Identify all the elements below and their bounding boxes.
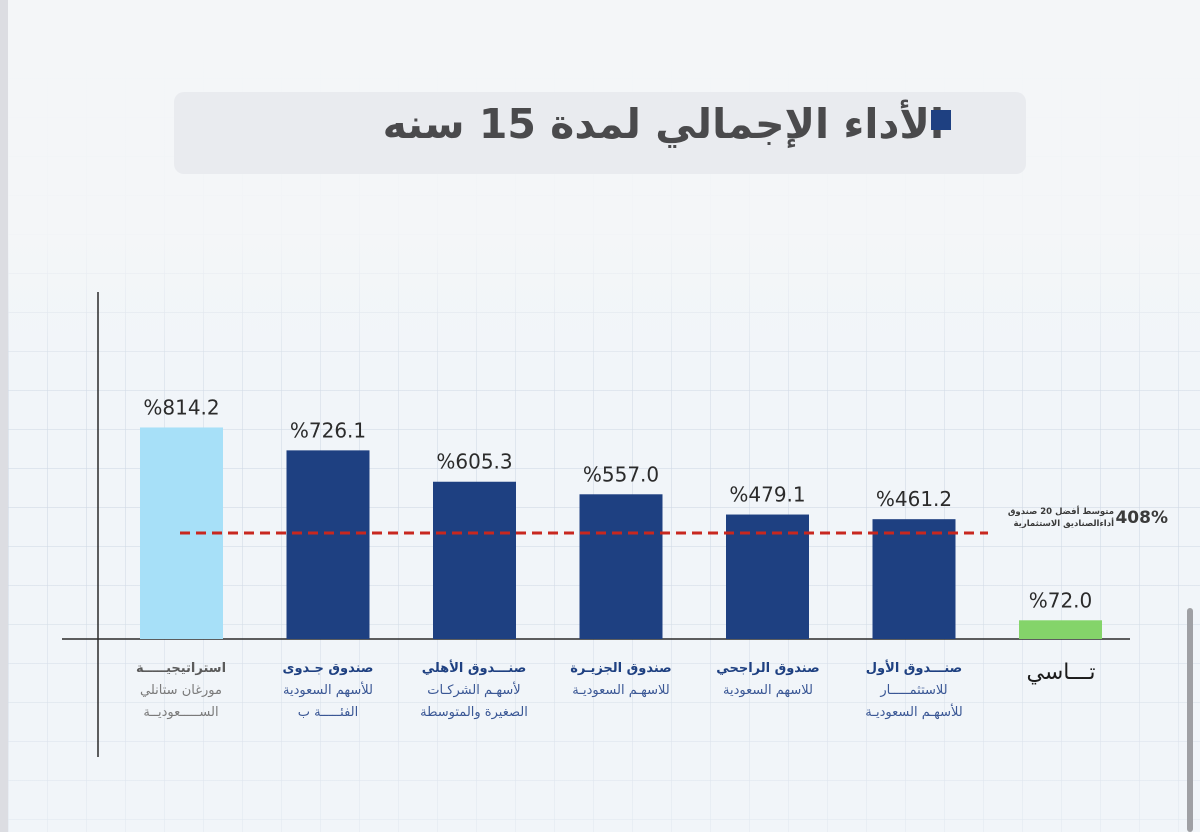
- average-label-line-1: متوسط أفضل 20 صندوق: [1007, 507, 1114, 517]
- value-label-alahli: %605.3: [436, 450, 512, 474]
- value-labels-layer: %814.2 %726.1 %605.3 %557.0 %479.1 %461.2 %72.…: [143, 395, 1092, 612]
- category-line-2: للأسهم السعودية: [283, 683, 373, 698]
- category-line-3: الســـــعوديــة: [143, 705, 219, 720]
- value-label-aljazira: %557.0: [583, 462, 659, 486]
- category-label-tasi: تـــاسي: [988, 658, 1134, 688]
- category-line-3: الفئـــــة ب: [297, 705, 359, 720]
- bar-jadwa: [286, 450, 370, 639]
- category-label-alawwal: صنـــدوق الأول للاستثمـــــار للأسهـم ال…: [841, 658, 987, 724]
- category-label-strategy: استراتيجيـــــة مورغان ستانلي الســـــعو…: [108, 658, 254, 724]
- category-line-2: لأسهـم الشركـات: [427, 683, 521, 698]
- category-line-1: صندوق الراجحي: [716, 661, 820, 676]
- category-line-1: صندوق الجزيـرة: [570, 661, 672, 676]
- category-line-1: صنـــدوق الأول: [865, 661, 963, 676]
- category-line-3: للأسهـم السعوديـة: [865, 705, 963, 720]
- category-label-alahli: صنـــدوق الأهلي لأسهـم الشركـات الصغيرة …: [401, 658, 547, 724]
- category-label-jadwa: صندوق جـدوى للأسهم السعودية الفئـــــة ب: [255, 658, 401, 724]
- average-annotation: 408% متوسط أفضل 20 صندوق أداءالصناديق ال…: [990, 503, 1176, 535]
- category-line-1: تـــاسي: [1026, 660, 1096, 685]
- category-line-1: استراتيجيـــــة: [135, 661, 227, 676]
- page-title: الأداء الإجمالي لمدة 15 سنه: [382, 100, 944, 148]
- bar-alawwal: [872, 519, 956, 639]
- average-label-line-2: أداءالصناديق الاستثمارية: [1013, 519, 1114, 529]
- left-edge-strip: [0, 0, 8, 832]
- value-label-jadwa: %726.1: [290, 418, 366, 442]
- value-label-alrajhi: %479.1: [729, 483, 805, 507]
- value-label-alawwal: %461.2: [876, 487, 952, 511]
- category-label-alrajhi: صندوق الراجحي للاسهم السعودية: [695, 658, 841, 702]
- value-label-strategy: %814.2: [143, 395, 219, 419]
- bars-layer: [140, 427, 1102, 639]
- category-line-3: الصغيرة والمتوسطة: [420, 705, 528, 720]
- category-line-2: للاسهـم السعوديـة: [572, 683, 670, 698]
- category-line-2: للاستثمـــــار: [880, 683, 948, 698]
- bar-alahli: [433, 481, 516, 639]
- value-label-tasi: %72.0: [1029, 588, 1093, 612]
- category-line-2: للاسهم السعودية: [723, 683, 813, 698]
- bar-alrajhi: [726, 514, 809, 639]
- bar-tasi: [1019, 620, 1102, 639]
- category-label-aljazira: صندوق الجزيـرة للاسهـم السعوديـة: [548, 658, 694, 702]
- category-line-2: مورغان ستانلي: [140, 683, 222, 698]
- title-square-icon: [931, 110, 951, 130]
- category-line-1: صنـــدوق الأهلي: [421, 661, 527, 676]
- category-line-1: صندوق جـدوى: [282, 661, 374, 676]
- title-banner: الأداء الإجمالي لمدة 15 سنه: [174, 92, 1026, 174]
- vertical-scrollbar[interactable]: [1187, 608, 1193, 832]
- bar-aljazira: [579, 494, 663, 639]
- average-value: 408%: [1115, 508, 1168, 528]
